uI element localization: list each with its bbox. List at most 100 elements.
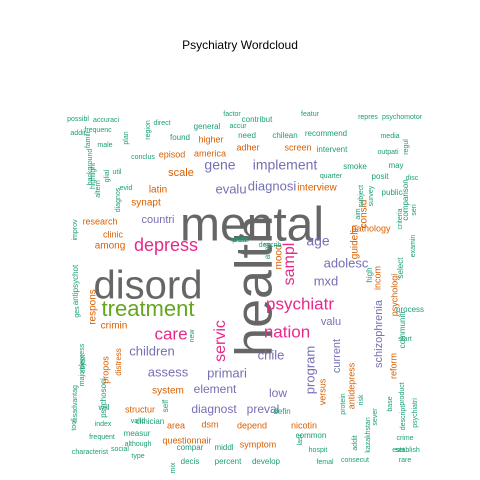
word-found: found <box>170 133 190 142</box>
word-synapt: synapt <box>131 198 161 209</box>
word-scale: scale <box>168 167 194 179</box>
word-defin: defin <box>273 407 290 416</box>
word-america: america <box>194 148 226 158</box>
word-need: need <box>238 131 256 140</box>
word-avail: avail <box>263 243 272 260</box>
word-psychiatri: psychiatri <box>412 398 419 428</box>
word-public: public <box>382 188 403 197</box>
word-plan: plan <box>123 131 130 144</box>
word-consecut: consecut <box>341 457 369 464</box>
word-current: current <box>331 339 343 373</box>
word-adher: adher <box>236 142 259 152</box>
word-frequenc: frequenc <box>84 127 112 134</box>
word-glial: glial <box>104 169 111 182</box>
word-system: system <box>152 386 184 397</box>
word-process: process <box>396 305 424 314</box>
word-characterist: characterist <box>72 449 108 456</box>
word-program: program <box>302 346 317 394</box>
word-structur: structur <box>125 404 155 414</box>
word-evid: evid <box>120 185 133 192</box>
word-sampl: sampl <box>281 243 298 286</box>
word-smoke: smoke <box>343 162 367 171</box>
word-adolesc: adolesc <box>324 255 369 270</box>
word-develop: develop <box>252 457 281 466</box>
word-background: background <box>87 149 94 186</box>
word-depend: depend <box>237 420 267 430</box>
word-area: area <box>167 420 185 430</box>
word-protein: protein <box>340 393 347 415</box>
word-quarter: quarter <box>320 173 343 180</box>
word-children: children <box>129 343 175 358</box>
word-rare: rare <box>399 457 412 464</box>
word-select: select <box>396 257 405 279</box>
word-mood: mood <box>274 244 285 269</box>
word-highlight: highlight <box>90 163 97 189</box>
word-measur: measur <box>124 429 151 438</box>
word-addit: addit <box>352 435 359 450</box>
word-preval: preval <box>247 402 280 416</box>
word-mxd: mxd <box>314 273 339 288</box>
word-psychomotor: psychomotor <box>382 114 423 121</box>
word-base: base <box>387 396 394 411</box>
word-contribut: contribut <box>242 115 273 124</box>
word-compar: compar <box>177 443 204 452</box>
word-mental: mental <box>180 199 324 252</box>
word-conclus: conclus <box>131 154 155 161</box>
word-sever: sever <box>372 408 379 426</box>
word-regul: regul <box>403 139 410 155</box>
word-frequent: frequent <box>89 434 115 441</box>
word-will: will <box>97 403 109 412</box>
word-criteria: criteria <box>397 208 404 229</box>
word-subject: subject <box>358 185 365 207</box>
word-altern: altern <box>95 180 102 198</box>
word-gene: gene <box>204 157 235 173</box>
word-nicotin: nicotin <box>291 420 317 430</box>
chart-title: Psychiatry Wordcloud <box>182 38 298 52</box>
word-implement: implement <box>253 157 318 173</box>
word-male: male <box>97 142 112 149</box>
word-posit: posit <box>372 172 390 181</box>
word-describ: describ <box>259 242 282 249</box>
word-care: care <box>154 324 187 343</box>
word-health: health <box>226 215 284 357</box>
word-type: type <box>131 453 144 460</box>
word-disord: disord <box>94 264 203 308</box>
word-although: although <box>125 441 152 448</box>
word-direct: direct <box>153 120 170 127</box>
word-decis: decis <box>181 457 200 466</box>
word-clinician: clinician <box>136 417 164 426</box>
word-percent: percent <box>215 457 242 466</box>
word-survey: survey <box>368 185 375 206</box>
word-outpati: outpati <box>377 149 398 156</box>
word-assess: assess <box>148 364 189 379</box>
word-new: new <box>189 329 196 343</box>
word-depress: depress <box>134 235 198 255</box>
word-valid: valid <box>131 418 146 425</box>
word-reform: reform <box>388 353 398 379</box>
word-dsm: dsm <box>201 419 218 429</box>
word-region: region <box>145 120 152 140</box>
word-object: object <box>80 355 87 374</box>
word-primari: primari <box>207 365 247 380</box>
word-profil: profil <box>232 237 248 244</box>
word-diagnosi: diagnosi <box>248 178 297 193</box>
word-higher: higher <box>198 134 223 144</box>
word-featur: featur <box>301 111 320 118</box>
word-nation: nation <box>264 322 310 341</box>
word-possibl: possibl <box>67 116 89 123</box>
word-symptom: symptom <box>240 439 277 449</box>
word-schizophrenia: schizophrenia <box>373 299 385 368</box>
word-social: social <box>111 446 129 453</box>
word-seri: seri <box>411 204 418 216</box>
word-low: low <box>269 386 287 400</box>
word-high: high <box>365 267 374 282</box>
word-research: research <box>82 216 117 226</box>
word-tool: tool <box>71 419 78 431</box>
word-disc: disc <box>406 175 419 182</box>
word-accur: accur <box>229 123 247 130</box>
word-antidepress: antidepress <box>346 362 356 409</box>
word-ges: ges <box>74 306 81 318</box>
word-antipsychot: antipsychot <box>71 264 80 305</box>
word-crime: crime <box>396 435 413 442</box>
word-servic: servic <box>212 320 229 362</box>
